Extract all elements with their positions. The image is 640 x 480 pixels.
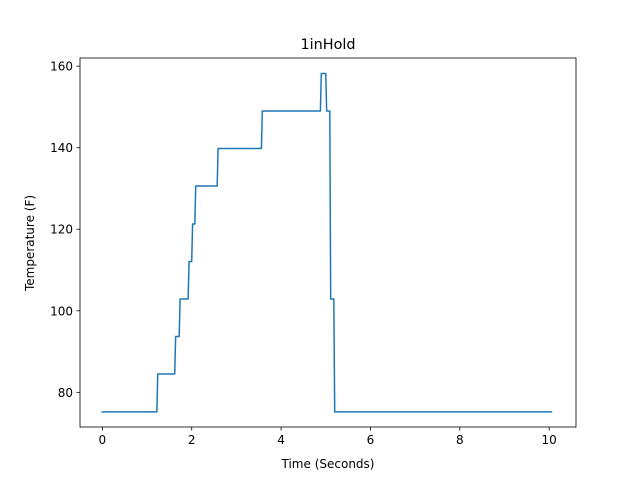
chart-title: 1inHold: [300, 37, 355, 53]
y-axis-label: Temperature (F): [23, 195, 37, 292]
plot-area: 0 2 4 6 8 10 80 100 120 140 160: [50, 57, 577, 447]
series-line-0: [101, 72, 553, 413]
y-tick-label: 100: [50, 304, 73, 318]
y-tick-label: 120: [50, 223, 73, 237]
x-tick-label: 0: [99, 433, 107, 447]
x-tick-label: 8: [456, 433, 464, 447]
axes-frame: [79, 57, 577, 428]
x-tick-label: 2: [188, 433, 196, 447]
y-tick-label: 140: [50, 141, 73, 155]
x-tick-label: 4: [277, 433, 285, 447]
x-axis-label: Time (Seconds): [281, 457, 375, 471]
y-tick-label: 160: [50, 60, 73, 74]
x-tick-label: 6: [367, 433, 375, 447]
y-tick-label: 80: [58, 386, 73, 400]
x-tick-label: 10: [542, 433, 557, 447]
